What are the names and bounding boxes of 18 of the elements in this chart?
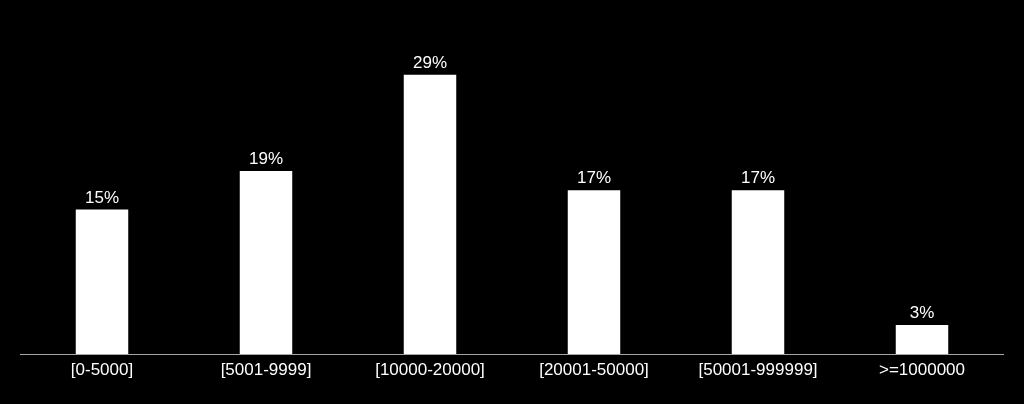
x-tick-label: [10000-20000] — [375, 360, 485, 380]
bar — [731, 190, 785, 354]
bar — [75, 209, 129, 354]
bar — [403, 74, 457, 354]
data-label: 3% — [909, 303, 935, 323]
x-tick-label: [50001-999999] — [698, 360, 818, 380]
bar — [567, 190, 621, 354]
data-label: 19% — [248, 149, 284, 169]
data-label: 29% — [412, 52, 448, 72]
x-tick-label: [0-5000] — [70, 360, 134, 380]
x-tick-label: [5001-9999] — [220, 360, 312, 380]
bar — [239, 171, 293, 354]
bar — [895, 325, 949, 354]
data-label: 15% — [84, 187, 120, 207]
data-label: 17% — [740, 168, 776, 188]
x-tick-label: >=1000000 — [878, 360, 966, 380]
data-label: 17% — [576, 168, 612, 188]
x-tick-label: [20001-50000] — [539, 360, 649, 380]
